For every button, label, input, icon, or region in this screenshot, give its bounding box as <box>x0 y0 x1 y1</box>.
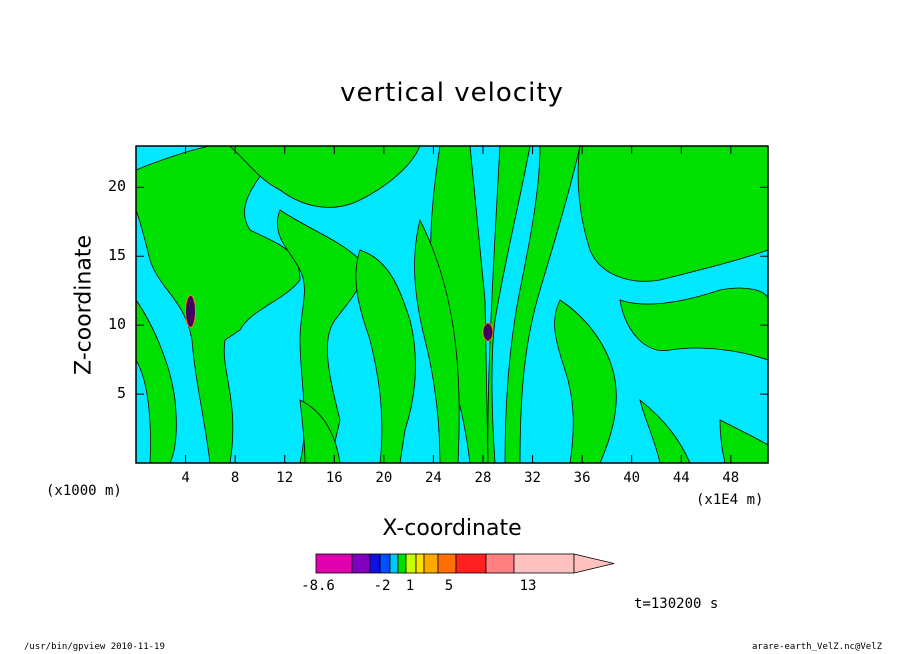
colorbar-swatch <box>315 553 353 574</box>
colorbar-swatch <box>369 553 381 574</box>
updraft-core <box>482 322 494 342</box>
x-tick-label: 20 <box>375 470 393 486</box>
contour-region <box>414 218 460 463</box>
contour-region <box>639 398 691 463</box>
x-tick-label: 24 <box>424 470 442 486</box>
x-tick-label: 8 <box>230 470 240 486</box>
x-tick-label: 36 <box>573 470 591 486</box>
contour-region <box>136 299 177 463</box>
contour-region <box>719 419 768 463</box>
x-tick-label: 28 <box>474 470 492 486</box>
colorbar-swatch <box>397 553 407 574</box>
colorbar-swatch <box>389 553 399 574</box>
contour-region <box>577 146 768 282</box>
colorbar-extension-arrow <box>573 553 615 574</box>
y-tick-label: 10 <box>107 315 126 334</box>
x-axis-unit-right: (x1E4 m) <box>696 492 764 508</box>
x-axis-unit-left: (x1000 m) <box>46 483 122 499</box>
x-tick-label: 16 <box>325 470 343 486</box>
colorbar-swatch <box>415 553 425 574</box>
contour-region <box>504 146 581 463</box>
footer-left: /usr/bin/gpview 2010-11-19 <box>24 642 165 652</box>
footer-right: arare-earth_VelZ.nc@VelZ <box>752 642 883 652</box>
x-tick-label: 4 <box>181 470 190 486</box>
time-label: t=130200 s <box>634 596 719 612</box>
contour-region <box>229 146 421 208</box>
x-tick-label: 48 <box>722 470 740 486</box>
colorbar-label: 1 <box>405 578 415 594</box>
plot-frame <box>135 145 769 464</box>
y-tick-label: 20 <box>107 177 126 196</box>
colorbar-swatch <box>379 553 391 574</box>
y-tick-label: 5 <box>116 384 126 403</box>
y-axis-label: Z-coordinate <box>71 235 97 375</box>
colorbar-label: -8.6 <box>301 578 335 594</box>
x-tick-label: 32 <box>524 470 541 486</box>
updraft-core <box>185 294 197 328</box>
contour-region <box>299 399 341 463</box>
colorbar-label: 13 <box>519 578 537 594</box>
contour-region <box>355 249 416 463</box>
colorbar-label: -2 <box>373 578 391 594</box>
chart-title: vertical velocity <box>340 78 564 108</box>
colorbar-swatch <box>513 553 575 574</box>
colorbar-swatch <box>405 553 417 574</box>
colorbar-label: 5 <box>444 578 454 594</box>
colorbar-swatch <box>455 553 487 574</box>
y-tick-label: 15 <box>107 246 126 265</box>
contour-region <box>487 146 531 463</box>
colorbar-swatch <box>437 553 457 574</box>
colorbar-swatch <box>485 553 515 574</box>
colorbar-swatch <box>423 553 439 574</box>
x-tick-label: 40 <box>623 470 641 486</box>
x-axis-label: X-coordinate <box>382 516 522 541</box>
x-tick-label: 44 <box>672 470 690 486</box>
colorbar-swatch <box>351 553 371 574</box>
x-tick-label: 12 <box>276 470 294 486</box>
